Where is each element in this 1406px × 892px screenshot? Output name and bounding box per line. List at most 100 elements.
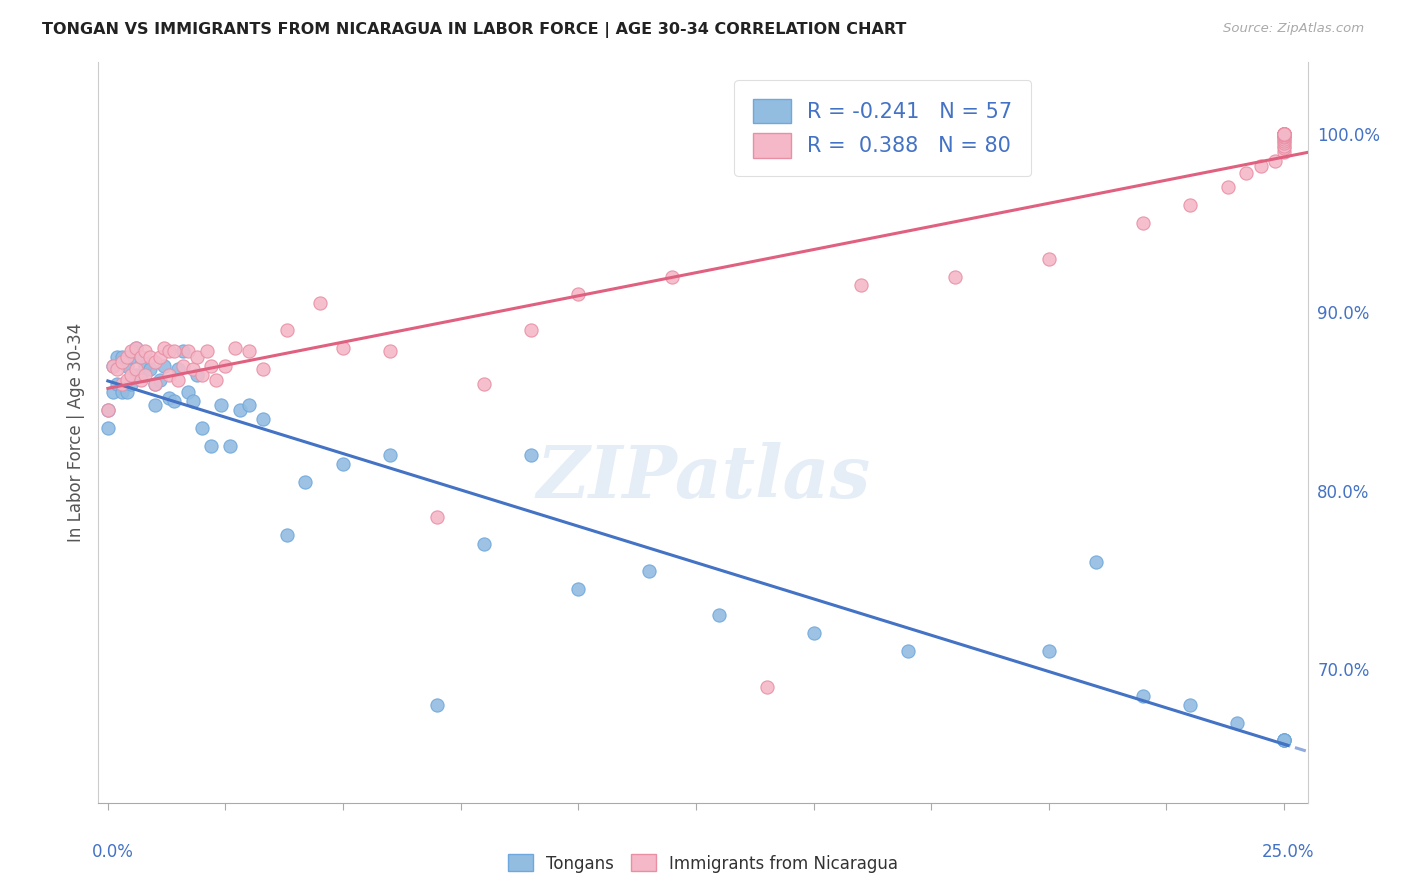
Point	[472, 537, 495, 551]
Point	[567, 287, 589, 301]
Point	[332, 457, 354, 471]
Point	[177, 385, 200, 400]
Point	[125, 341, 148, 355]
Point	[1272, 139, 1295, 153]
Point	[157, 344, 180, 359]
Point	[111, 355, 134, 369]
Point	[238, 398, 260, 412]
Point	[120, 376, 142, 391]
Point	[1272, 141, 1295, 155]
Point	[1272, 127, 1295, 141]
Point	[520, 448, 543, 462]
Point	[129, 373, 152, 387]
Point	[1272, 127, 1295, 141]
Point	[191, 421, 214, 435]
Point	[276, 323, 298, 337]
Point	[200, 439, 222, 453]
Point	[1272, 127, 1295, 141]
Point	[125, 362, 148, 376]
Point	[426, 510, 449, 524]
Point	[134, 359, 156, 373]
Point	[115, 359, 138, 373]
Point	[105, 362, 128, 376]
Point	[1272, 132, 1295, 146]
Point	[134, 344, 156, 359]
Point	[1038, 644, 1060, 658]
Point	[308, 296, 330, 310]
Point	[1264, 153, 1286, 168]
Point	[520, 323, 543, 337]
Point	[1272, 127, 1295, 141]
Point	[1272, 127, 1295, 141]
Point	[97, 421, 120, 435]
Point	[1272, 134, 1295, 148]
Point	[1272, 127, 1295, 141]
Point	[111, 376, 134, 391]
Point	[252, 412, 274, 426]
Point	[803, 626, 825, 640]
Point	[1272, 127, 1295, 141]
Point	[426, 698, 449, 712]
Point	[1272, 733, 1295, 747]
Point	[120, 350, 142, 364]
Point	[105, 376, 128, 391]
Point	[1178, 698, 1201, 712]
Point	[1216, 180, 1239, 194]
Point	[1272, 127, 1295, 141]
Point	[1272, 127, 1295, 141]
Point	[378, 448, 401, 462]
Point	[1272, 127, 1295, 141]
Point	[177, 344, 200, 359]
Point	[1272, 127, 1295, 141]
Y-axis label: In Labor Force | Age 30-34: In Labor Force | Age 30-34	[66, 323, 84, 542]
Legend: R = -0.241   N = 57, R =  0.388   N = 80: R = -0.241 N = 57, R = 0.388 N = 80	[734, 80, 1031, 177]
Point	[1226, 715, 1249, 730]
Point	[143, 355, 166, 369]
Point	[1272, 733, 1295, 747]
Point	[115, 350, 138, 364]
Point	[224, 341, 246, 355]
Point	[97, 403, 120, 417]
Point	[191, 368, 214, 382]
Point	[163, 344, 186, 359]
Text: 25.0%: 25.0%	[1263, 843, 1315, 861]
Point	[139, 350, 162, 364]
Point	[143, 376, 166, 391]
Point	[1178, 198, 1201, 212]
Point	[186, 350, 208, 364]
Point	[205, 373, 228, 387]
Legend: Tongans, Immigrants from Nicaragua: Tongans, Immigrants from Nicaragua	[501, 847, 905, 880]
Point	[181, 394, 204, 409]
Point	[472, 376, 495, 391]
Point	[1250, 159, 1272, 173]
Point	[1272, 127, 1295, 141]
Point	[1272, 127, 1295, 141]
Point	[378, 344, 401, 359]
Point	[186, 368, 208, 382]
Point	[172, 344, 194, 359]
Point	[163, 394, 186, 409]
Point	[332, 341, 354, 355]
Point	[661, 269, 683, 284]
Point	[167, 362, 190, 376]
Point	[1272, 127, 1295, 141]
Point	[209, 398, 232, 412]
Point	[567, 582, 589, 596]
Point	[252, 362, 274, 376]
Point	[115, 385, 138, 400]
Text: TONGAN VS IMMIGRANTS FROM NICARAGUA IN LABOR FORCE | AGE 30-34 CORRELATION CHART: TONGAN VS IMMIGRANTS FROM NICARAGUA IN L…	[42, 22, 907, 38]
Point	[101, 359, 124, 373]
Point	[276, 528, 298, 542]
Point	[97, 403, 120, 417]
Point	[129, 368, 152, 382]
Text: Source: ZipAtlas.com: Source: ZipAtlas.com	[1223, 22, 1364, 36]
Point	[897, 644, 920, 658]
Point	[120, 368, 142, 382]
Point	[139, 362, 162, 376]
Point	[111, 350, 134, 364]
Point	[1272, 128, 1295, 143]
Point	[1272, 127, 1295, 141]
Point	[101, 385, 124, 400]
Point	[125, 341, 148, 355]
Point	[1272, 733, 1295, 747]
